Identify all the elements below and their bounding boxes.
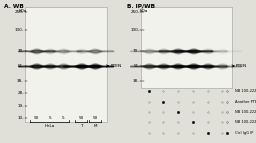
Text: 70-: 70- <box>17 49 24 53</box>
Bar <box>141 7 232 88</box>
Text: M: M <box>93 124 97 128</box>
Text: 70-: 70- <box>133 49 140 53</box>
Text: 38-: 38- <box>17 79 24 83</box>
Text: 50: 50 <box>92 116 98 120</box>
Text: 28-: 28- <box>17 92 24 96</box>
Text: 250-: 250- <box>130 10 140 14</box>
Text: A. WB: A. WB <box>4 4 24 9</box>
Text: PTEN: PTEN <box>110 64 121 68</box>
Text: T: T <box>80 124 83 128</box>
Text: 250-: 250- <box>15 10 24 14</box>
Text: 5: 5 <box>62 116 65 120</box>
Text: HeLa: HeLa <box>45 124 55 128</box>
Text: Another PTEN Ab: Another PTEN Ab <box>235 100 256 104</box>
Text: 38-: 38- <box>133 79 140 83</box>
Text: kDa: kDa <box>140 9 148 13</box>
Text: 19-: 19- <box>17 104 24 108</box>
Text: NB 100-2228 IP: NB 100-2228 IP <box>235 110 256 114</box>
Text: 10-: 10- <box>17 116 24 120</box>
Text: 51-: 51- <box>133 64 140 68</box>
Text: Ctrl IgG IP: Ctrl IgG IP <box>235 131 253 135</box>
Text: 130-: 130- <box>131 28 140 32</box>
Text: 5: 5 <box>49 116 51 120</box>
Text: 50: 50 <box>34 116 39 120</box>
Text: PTEN: PTEN <box>236 64 247 68</box>
Text: NB 100-2229 IP: NB 100-2229 IP <box>235 120 256 124</box>
Text: kDa: kDa <box>18 9 27 13</box>
Bar <box>25 7 107 122</box>
Text: 50: 50 <box>79 116 84 120</box>
Text: NB 100-2227 IP: NB 100-2227 IP <box>235 89 256 93</box>
Text: B. IP/WB: B. IP/WB <box>127 4 155 9</box>
Text: 130-: 130- <box>15 28 24 32</box>
Text: 51-: 51- <box>17 64 24 68</box>
